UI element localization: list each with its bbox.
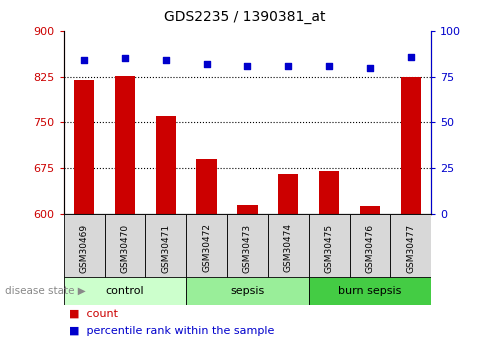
Text: GSM30472: GSM30472 <box>202 224 211 273</box>
Bar <box>268 214 309 278</box>
Text: GSM30476: GSM30476 <box>366 224 374 273</box>
Bar <box>74 80 94 214</box>
Bar <box>401 77 421 214</box>
Point <box>203 61 211 67</box>
Text: disease state ▶: disease state ▶ <box>5 286 86 296</box>
Point <box>80 58 88 63</box>
Text: GSM30474: GSM30474 <box>284 224 293 273</box>
Text: GSM30475: GSM30475 <box>324 224 334 273</box>
Bar <box>186 214 227 278</box>
Bar <box>319 171 339 214</box>
Bar <box>64 214 104 278</box>
Bar <box>360 206 380 214</box>
Text: ■  count: ■ count <box>69 309 118 319</box>
Bar <box>391 214 431 278</box>
Bar <box>278 174 298 214</box>
Text: burn sepsis: burn sepsis <box>338 286 402 296</box>
Bar <box>227 214 268 278</box>
Bar <box>156 116 176 214</box>
Bar <box>146 214 186 278</box>
Text: ■  percentile rank within the sample: ■ percentile rank within the sample <box>69 326 274 336</box>
Text: GSM30469: GSM30469 <box>79 224 89 273</box>
Bar <box>237 205 258 214</box>
Bar <box>309 277 431 305</box>
Text: GSM30470: GSM30470 <box>121 224 129 273</box>
Bar <box>186 277 309 305</box>
Text: GSM30473: GSM30473 <box>243 224 252 273</box>
Bar <box>349 214 391 278</box>
Text: GSM30477: GSM30477 <box>406 224 416 273</box>
Point <box>407 54 415 59</box>
Bar <box>309 214 349 278</box>
Point <box>162 58 170 63</box>
Point <box>366 65 374 70</box>
Bar <box>196 159 217 214</box>
Point <box>325 63 333 69</box>
Text: sepsis: sepsis <box>230 286 265 296</box>
Point <box>121 56 129 61</box>
Bar <box>64 277 186 305</box>
Text: control: control <box>106 286 144 296</box>
Text: GSM30471: GSM30471 <box>161 224 171 273</box>
Bar <box>104 214 146 278</box>
Text: GDS2235 / 1390381_at: GDS2235 / 1390381_at <box>164 10 326 24</box>
Bar <box>115 76 135 214</box>
Point <box>284 63 292 69</box>
Point <box>244 63 251 69</box>
